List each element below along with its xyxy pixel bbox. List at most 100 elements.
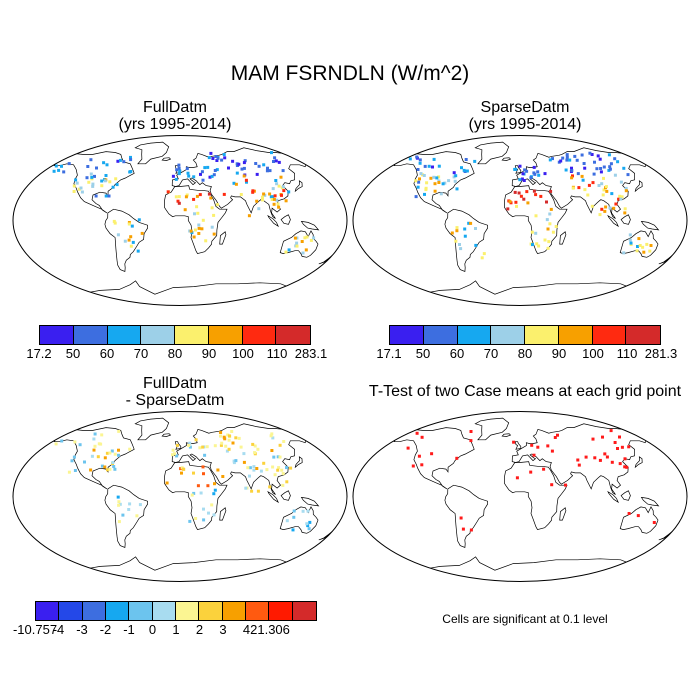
grid-cell xyxy=(430,452,434,456)
coastline-borneo xyxy=(280,214,291,225)
grid-cell xyxy=(102,161,106,165)
map-border xyxy=(352,411,688,582)
grid-cell xyxy=(103,456,107,460)
grid-cell xyxy=(105,163,109,167)
colorbar-diff-swatch xyxy=(36,602,60,620)
grid-cell xyxy=(593,456,597,460)
coastline-africa xyxy=(504,461,568,531)
colorbar-full-swatch xyxy=(73,326,108,344)
grid-cell xyxy=(90,454,94,458)
colorbar-diff-swatch xyxy=(199,602,223,620)
colorbar-sparse-swatch xyxy=(491,326,525,344)
coastline-samerica xyxy=(444,208,488,273)
grid-cell xyxy=(464,158,468,161)
grid-cell xyxy=(306,524,310,528)
colorbar-full-tick-label: 50 xyxy=(65,346,81,361)
grid-cell xyxy=(104,194,108,198)
grid-cell xyxy=(292,515,296,519)
grid-cell xyxy=(439,192,443,196)
coastline-britain xyxy=(514,441,522,450)
grid-cell xyxy=(580,174,584,178)
grid-cell xyxy=(252,465,256,469)
grid-cell xyxy=(243,159,247,163)
grid-cell xyxy=(128,502,132,506)
grid-cell xyxy=(254,162,258,165)
grid-cell xyxy=(206,484,210,488)
grid-cell xyxy=(305,522,309,526)
grid-cell xyxy=(605,189,609,193)
coastline-nz xyxy=(658,530,675,541)
grid-cell xyxy=(131,240,135,244)
colorbar-full-swatch xyxy=(141,326,175,344)
grid-cell xyxy=(592,172,596,176)
grid-cell xyxy=(459,247,463,251)
grid-cell xyxy=(305,235,309,239)
grid-cell xyxy=(201,445,205,449)
coastline-antarctica xyxy=(66,280,294,306)
map-border xyxy=(12,411,348,582)
colorbar-sparse-swatch xyxy=(558,326,593,344)
colorbar-full-swatch xyxy=(175,326,209,344)
grid-cell xyxy=(196,484,200,488)
coastline-madagascar xyxy=(559,507,567,521)
grid-cell xyxy=(613,173,617,177)
grid-cell xyxy=(620,195,624,199)
grid-cell xyxy=(100,179,104,183)
map-border xyxy=(352,135,688,306)
coastline-greenland xyxy=(474,417,510,441)
grid-cell xyxy=(284,250,288,254)
grid-cell xyxy=(198,446,202,450)
grid-cell xyxy=(576,458,580,462)
grid-cell xyxy=(213,482,216,486)
grid-cell xyxy=(443,181,447,185)
grid-cell xyxy=(197,232,201,235)
grid-cell xyxy=(473,159,477,163)
grid-cell xyxy=(185,167,189,171)
grid-cell xyxy=(202,507,205,511)
grid-cell xyxy=(278,455,282,459)
grid-cell xyxy=(529,470,533,474)
grid-cell xyxy=(242,460,246,464)
grid-cell xyxy=(304,248,308,252)
colorbar-diff-swatch xyxy=(222,602,246,620)
grid-cell xyxy=(273,156,277,160)
grid-cell xyxy=(222,192,226,196)
grid-cell xyxy=(608,206,612,210)
grid-cell xyxy=(522,197,526,201)
grid-cell xyxy=(176,199,180,203)
grid-cell xyxy=(581,178,585,182)
grid-cell xyxy=(86,165,90,168)
colorbar-full-swatch xyxy=(242,326,277,344)
grid-cell xyxy=(418,158,422,162)
grid-cell xyxy=(532,453,536,457)
grid-cell xyxy=(121,513,125,517)
grid-cell xyxy=(514,200,518,204)
grid-cell xyxy=(609,162,613,166)
grid-cell xyxy=(271,436,275,440)
grid-cell xyxy=(77,187,81,191)
colorbar-diff-tick-label: 4 xyxy=(242,622,251,637)
grid-cell xyxy=(175,168,179,172)
grid-cell xyxy=(618,194,622,198)
grid-cell xyxy=(285,480,289,484)
grid-cell xyxy=(230,430,234,433)
grid-cell xyxy=(117,453,120,457)
panel-title-sparse-line2: (yrs 1995-2014) xyxy=(468,116,582,133)
grid-cell xyxy=(272,197,276,201)
grid-cell xyxy=(532,171,536,175)
grid-cell xyxy=(220,441,224,445)
grid-cell xyxy=(645,242,649,246)
grid-cell xyxy=(599,167,603,170)
grid-cell xyxy=(437,181,441,184)
grid-cell xyxy=(177,201,181,205)
grid-cell xyxy=(521,172,525,176)
grid-cell xyxy=(274,179,278,182)
map-ttest xyxy=(352,411,688,582)
grid-cell xyxy=(435,176,439,180)
grid-cell xyxy=(253,444,257,448)
grid-cell xyxy=(257,164,261,168)
grid-cell xyxy=(99,442,103,446)
grid-cell xyxy=(60,164,63,168)
grid-cell xyxy=(175,454,179,458)
colorbar-diff-swatch xyxy=(82,602,106,620)
